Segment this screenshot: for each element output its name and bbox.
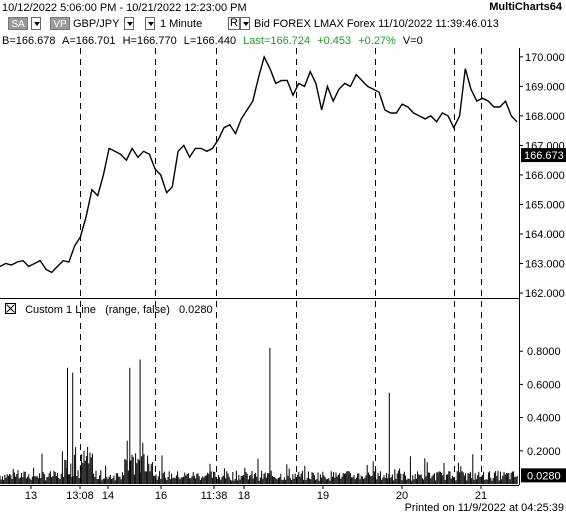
sa-dropdown-icon[interactable] (31, 17, 41, 30)
r-dropdown-icon[interactable] (240, 17, 250, 30)
time-tick-label: 13 (25, 490, 37, 502)
quote-line: B=166.678 A=166.701 H=166.770 L=166.440 … (2, 35, 427, 47)
time-tick-label: 16 (155, 490, 167, 502)
indicator-tick-label: 0.2000 (527, 446, 561, 458)
time-tick-label: 18 (238, 490, 250, 502)
price-tick-label: 166.000 (525, 170, 565, 182)
time-tick-label: 20 (396, 490, 408, 502)
change-percent-value: +0.27% (358, 35, 396, 47)
time-tick-label: 11:38 (201, 490, 228, 502)
vp-button[interactable]: VP (50, 17, 70, 30)
indicator-tick-label: 0.4000 (527, 413, 561, 425)
indicator-last-badge-label: 0.0280 (527, 470, 561, 482)
indicator-series[interactable] (0, 347, 518, 484)
symbol-dropdown-icon[interactable] (124, 17, 134, 30)
indicator-axis-ticks: 0.8000 0.6000 0.4000 0.2000 0.0280 (519, 346, 566, 483)
price-tick-label: 169.000 (525, 81, 565, 93)
time-tick-label: 19 (317, 490, 329, 502)
last-price-badge (521, 148, 566, 163)
time-axis-labels: 13 13:08 14 16 11:38 18 19 20 21 (25, 485, 487, 502)
indicator-tick-label: 0.6000 (527, 379, 561, 391)
last-price-badge-label: 166.673 (524, 150, 564, 162)
indicator-value: 0.0280 (178, 304, 213, 316)
change-value: +0.453 (317, 35, 352, 47)
time-tick-label: 21 (475, 490, 487, 502)
indicator-header: Custom 1 Line (range, false) 0.0280 (5, 303, 219, 316)
bid-value: B=166.678 (2, 35, 56, 47)
low-value: L=166.440 (183, 35, 237, 47)
price-tick-label: 170.000 (525, 52, 565, 64)
price-line[interactable] (0, 54, 518, 274)
indicator-last-badge (521, 468, 566, 483)
price-tick-label: 165.000 (525, 199, 565, 211)
date-range-label: 10/12/2022 5:06:00 PM - 10/21/2022 12:23… (2, 2, 247, 14)
symbol-label[interactable]: GBP/JPY (73, 18, 120, 30)
time-tick-label: 13:08 (66, 490, 94, 502)
indicator-tick-label: 0.8000 (527, 346, 561, 358)
r-button[interactable]: R (228, 17, 240, 30)
time-tick-label: 14 (102, 490, 114, 502)
chart-toolbar: SA VP GBP/JPY 1 Minute R Bid FOREX LMAX … (0, 16, 566, 32)
price-axis-ticks: 170.000169.000168.000167.000166.000165.0… (519, 52, 566, 300)
time-grid-lines (80, 48, 482, 485)
price-series[interactable] (0, 54, 518, 274)
last-value: Last=166.724 (243, 35, 311, 47)
sa-button[interactable]: SA (8, 17, 28, 30)
close-indicator-icon[interactable] (5, 303, 16, 314)
volume-value: V=0 (402, 35, 423, 47)
high-value: H=166.770 (122, 35, 177, 47)
app-name-label: MultiCharts64 (489, 1, 562, 13)
title-bar: 10/12/2022 5:06:00 PM - 10/21/2022 12:23… (0, 0, 566, 16)
indicator-params: (range, false) (105, 304, 170, 316)
indicator-histogram[interactable] (0, 347, 518, 484)
print-footer: Printed on 11/9/2022 at 04:25:39 (404, 502, 564, 514)
interval-dropdown-icon[interactable] (145, 17, 155, 30)
indicator-name: Custom 1 Line (25, 304, 96, 316)
price-tick-label: 162.000 (525, 288, 565, 300)
pane-divider[interactable] (0, 298, 519, 299)
interval-label[interactable]: 1 Minute (160, 18, 203, 30)
price-tick-label: 168.000 (525, 111, 565, 123)
price-tick-label: 163.000 (525, 259, 565, 271)
symbol-info-label: Bid FOREX LMAX Forex 11/10/2022 11:39:46… (254, 18, 499, 30)
ask-value: A=166.701 (61, 35, 116, 47)
price-tick-label: 164.000 (525, 229, 565, 241)
